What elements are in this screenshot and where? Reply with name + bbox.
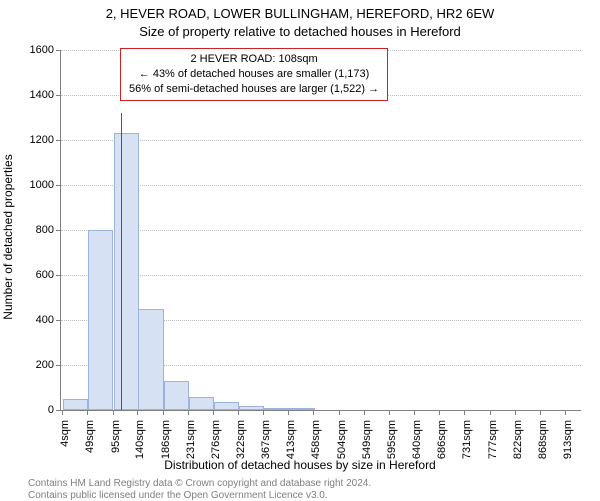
annotation-line-1: 2 HEVER ROAD: 108sqm [129,52,379,67]
x-tick-mark [540,410,541,415]
y-tick-mark [56,50,61,51]
property-marker-line [121,113,122,410]
x-tick-mark [464,410,465,415]
y-tick-mark [56,140,61,141]
grid-line [61,275,581,276]
x-tick-mark [288,410,289,415]
y-tick-mark [56,365,61,366]
histogram-bar [88,230,113,410]
x-tick-mark [163,410,164,415]
y-tick-label: 0 [14,404,54,416]
y-tick-label: 400 [14,314,54,326]
x-tick-mark [389,410,390,415]
chart-container: 2, HEVER ROAD, LOWER BULLINGHAM, HEREFOR… [0,0,600,500]
histogram-bar [63,399,88,410]
grid-line [61,230,581,231]
x-tick-mark [515,410,516,415]
x-tick-mark [439,410,440,415]
y-tick-mark [56,230,61,231]
title-sub: Size of property relative to detached ho… [0,24,600,39]
x-tick-mark [213,410,214,415]
histogram-bar [114,133,139,410]
x-tick-mark [87,410,88,415]
y-tick-mark [56,185,61,186]
y-tick-mark [56,95,61,96]
histogram-bar [214,402,239,410]
footer-line-1: Contains HM Land Registry data © Crown c… [28,478,371,489]
plot-area [60,50,581,411]
histogram-bar [164,381,189,410]
grid-line [61,140,581,141]
x-tick-mark [414,410,415,415]
x-tick-mark [263,410,264,415]
x-tick-mark [113,410,114,415]
x-tick-mark [490,410,491,415]
y-tick-mark [56,320,61,321]
x-tick-mark [238,410,239,415]
y-tick-mark [56,410,61,411]
x-axis-label: Distribution of detached houses by size … [0,458,600,472]
y-tick-label: 1200 [14,134,54,146]
annotation-line-2: ← 43% of detached houses are smaller (1,… [129,67,379,82]
footer-line-2: Contains public licensed under the Open … [28,490,328,501]
histogram-bar [264,408,289,410]
y-tick-mark [56,275,61,276]
y-tick-label: 800 [14,224,54,236]
histogram-bar [138,309,163,410]
x-tick-mark [313,410,314,415]
histogram-bar [239,406,264,411]
x-tick-mark [137,410,138,415]
y-tick-label: 600 [14,269,54,281]
y-tick-label: 1600 [14,44,54,56]
histogram-bar [189,397,214,411]
x-tick-mark [339,410,340,415]
y-axis-label: Number of detached properties [1,154,15,319]
y-tick-label: 1400 [14,89,54,101]
x-tick-mark [364,410,365,415]
histogram-bar [289,408,314,410]
x-tick-mark [188,410,189,415]
x-tick-mark [62,410,63,415]
annotation-box: 2 HEVER ROAD: 108sqm ← 43% of detached h… [120,48,388,101]
x-tick-mark [565,410,566,415]
grid-line [61,185,581,186]
y-tick-label: 200 [14,359,54,371]
title-main: 2, HEVER ROAD, LOWER BULLINGHAM, HEREFOR… [0,6,600,21]
annotation-line-3: 56% of semi-detached houses are larger (… [129,82,379,97]
y-tick-label: 1000 [14,179,54,191]
